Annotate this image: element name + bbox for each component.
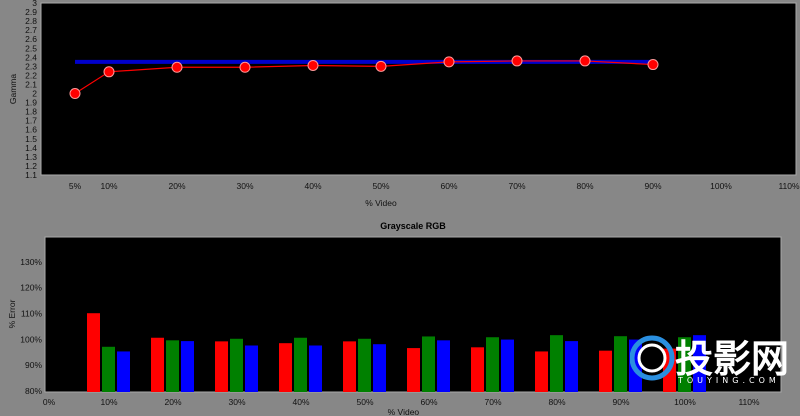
x-tick-label: 60% [440,181,457,191]
y-tick-label: 1.8 [25,107,37,117]
gamma-point [511,55,523,67]
bar-blue-20 [181,341,194,392]
gamma-point [375,60,387,72]
y-tick-label: 90% [25,360,42,370]
x-tick-label: 20% [168,181,185,191]
y-tick-label: 110% [21,309,43,319]
y-tick-label: 2.9 [25,7,37,17]
bar-red-20 [151,337,164,392]
x-tick-label: 10% [100,397,117,407]
y-tick-label: 2.5 [25,43,37,53]
x-tick-label: 110% [778,181,800,191]
bar-red-30 [215,341,228,392]
bar-green-30 [230,338,243,392]
x-tick-label: 90% [644,181,661,191]
y-tick-label: 2.6 [25,34,37,44]
watermark-logo: 投影网 TOUYING.COM [630,320,800,386]
bar-green-40 [294,337,307,392]
x-tick-label: 70% [508,181,525,191]
chart-title: Grayscale RGB [380,221,446,231]
bar-red-90 [599,350,612,392]
bar-green-100 [678,337,691,392]
gamma-point [443,56,455,68]
y-axis-label: Gamma [8,74,18,105]
bar-green-50 [358,338,371,392]
bar-blue-70 [501,339,514,392]
y-tick-label: 3 [32,0,37,8]
bar-blue-40 [309,345,322,392]
y-tick-label: 2.2 [25,70,37,80]
y-tick-label: 120% [20,283,42,293]
x-tick-label: 50% [372,181,389,191]
gamma-point [171,61,183,73]
bar-red-10 [87,313,100,392]
bar-red-80 [535,351,548,392]
bar-blue-50 [373,344,386,392]
y-tick-label: 2.7 [25,25,37,35]
x-tick-label: 10% [100,181,117,191]
y-tick-label: 1.7 [25,116,37,126]
svg-text:投影网: 投影网 [675,337,789,381]
x-tick-label: 0% [43,397,56,407]
y-tick-label: 1.9 [25,98,37,108]
y-tick-label: 2.8 [25,16,37,26]
x-tick-label: 100% [674,397,696,407]
svg-text:TOUYING.COM: TOUYING.COM [677,376,780,385]
x-tick-label: 80% [548,397,565,407]
gamma-point [579,55,591,67]
y-tick-label: 1.4 [25,143,37,153]
x-tick-label: 40% [304,181,321,191]
x-tick-label: 90% [612,397,629,407]
bar-green-70 [486,337,499,392]
bar-green-80 [550,335,563,392]
bar-green-20 [166,340,179,392]
bar-green-10 [102,346,115,392]
gamma-point [647,59,659,71]
y-axis-label: % Error [7,299,17,328]
bar-blue-30 [245,345,258,392]
gamma-point [69,88,81,100]
y-tick-label: 2.1 [25,79,37,89]
y-tick-label: 1.5 [25,134,37,144]
bar-green-90 [614,336,627,392]
measured-gamma-line [74,60,654,95]
bar-blue-10 [117,351,130,392]
bar-red-70 [471,347,484,392]
bar-red-60 [407,348,420,392]
x-tick-label: 30% [228,397,245,407]
bar-red-40 [279,343,292,392]
y-tick-label: 100% [20,334,42,344]
x-tick-label: 70% [484,397,501,407]
gamma-point [307,59,319,71]
bar-green-60 [422,336,435,392]
x-tick-label: 20% [164,397,181,407]
y-tick-label: 1.6 [25,125,37,135]
y-tick-label: 1.2 [25,161,37,171]
gamma-point [239,61,251,73]
x-tick-label: 40% [292,397,309,407]
y-tick-label: 130% [20,257,42,267]
y-tick-label: 1.1 [25,170,37,180]
y-tick-label: 1.3 [25,152,37,162]
y-tick-label: 80% [25,386,42,396]
gamma-point [103,66,115,78]
x-tick-label: 60% [420,397,437,407]
y-tick-label: 2 [32,89,37,99]
x-tick-label: 5% [69,181,82,191]
x-tick-label: 110% [738,397,760,407]
x-tick-label: 100% [710,181,732,191]
bar-blue-60 [437,340,450,392]
x-tick-label: 30% [236,181,253,191]
y-tick-label: 2.3 [25,61,37,71]
x-axis-label: % Video [388,407,420,416]
x-tick-label: 80% [576,181,593,191]
y-tick-label: 2.4 [25,52,37,62]
bar-blue-100 [693,335,706,392]
bar-blue-80 [565,341,578,392]
x-axis-label: % Video [365,198,397,208]
bar-red-50 [343,341,356,392]
x-tick-label: 50% [356,397,373,407]
gamma-plot-area [40,2,797,176]
